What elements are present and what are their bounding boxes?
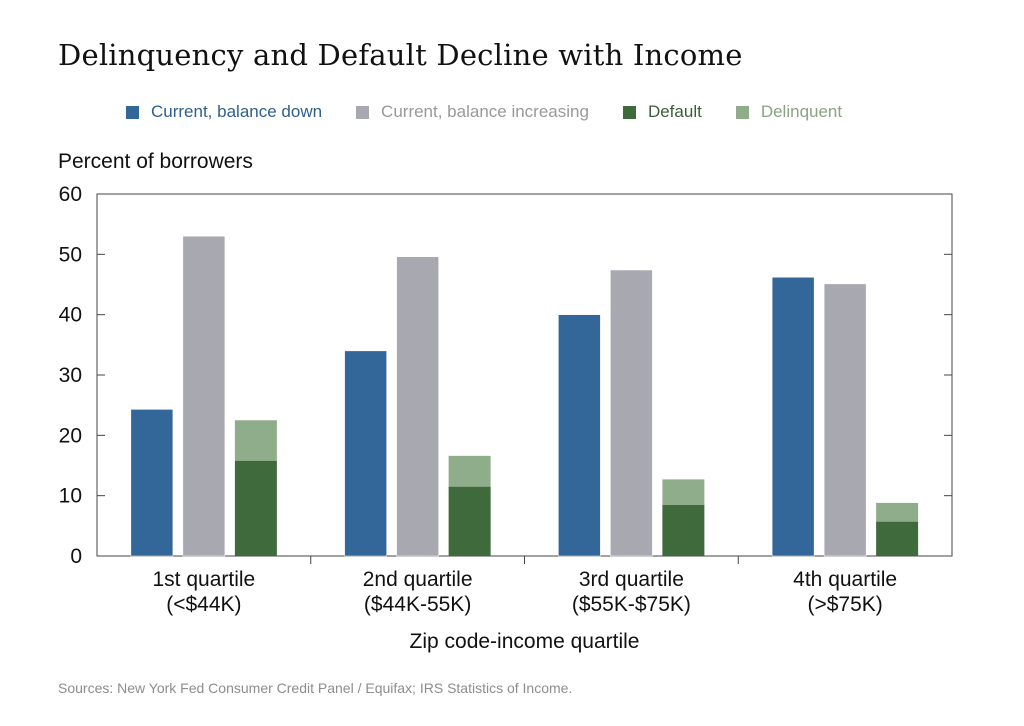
legend-label-default: Default: [647, 102, 702, 121]
bar-delinquent: [448, 455, 491, 487]
bar-balance-down: [130, 409, 174, 557]
legend-label-balance-down: Current, balance down: [151, 102, 323, 121]
legend-item-delinquent: Delinquent: [735, 102, 843, 122]
x-category-sublabel: (>$75K): [807, 593, 882, 616]
chart-legend: Current, balance down Current, balance i…: [126, 102, 842, 122]
bar-default: [662, 504, 705, 556]
bar-balance-increasing: [396, 256, 439, 557]
y-tick-label: 30: [59, 364, 82, 387]
y-tick-label: 60: [59, 183, 82, 206]
legend-label-delinquent: Delinquent: [760, 102, 843, 121]
bar-balance-increasing: [182, 235, 226, 557]
legend-item-default: Default: [622, 102, 702, 122]
legend-label-balance-increasing: Current, balance increasing: [381, 102, 589, 121]
y-tick-label: 50: [59, 243, 82, 266]
y-tick-label: 20: [59, 424, 82, 447]
y-tick-label: 40: [59, 304, 82, 327]
legend-item-balance-down: Current, balance down: [126, 102, 322, 122]
bar-balance-down: [558, 314, 601, 557]
bar-default: [234, 460, 277, 556]
plot-frame: [96, 193, 953, 557]
chart-title: Delinquency and Default Decline with Inc…: [58, 38, 743, 72]
bar-default: [876, 521, 919, 556]
x-category-sublabel: ($44K-55K): [364, 593, 471, 616]
bar-default: [448, 486, 491, 556]
bar-balance-increasing: [610, 269, 653, 557]
x-category-label: 2nd quartile: [363, 568, 473, 591]
bar-balance-increasing: [823, 283, 867, 557]
bar-delinquent: [662, 479, 705, 505]
legend-swatch-balance-down: [126, 105, 139, 119]
y-axis-label: Percent of borrowers: [58, 150, 253, 173]
x-category-sublabel: ($55K-$75K): [572, 593, 691, 616]
x-category-label: 4th quartile: [793, 568, 897, 591]
x-axis-label: Zip code-income quartile: [410, 630, 640, 653]
x-category-label: 3rd quartile: [579, 568, 684, 591]
bar-balance-down: [344, 350, 387, 557]
x-category-label: 1st quartile: [153, 568, 256, 591]
x-category-sublabel: (<$44K): [166, 593, 241, 616]
legend-swatch-default: [622, 105, 636, 119]
y-tick-label: 0: [70, 545, 82, 568]
legend-item-balance-increasing: Current, balance increasing: [356, 102, 589, 122]
bar-delinquent: [876, 502, 919, 522]
bar-balance-down: [771, 277, 815, 557]
source-note: Sources: New York Fed Consumer Credit Pa…: [58, 680, 573, 696]
bar-delinquent: [234, 420, 277, 461]
legend-swatch-delinquent: [735, 105, 749, 119]
legend-swatch-balance-increasing: [356, 105, 370, 119]
y-tick-label: 10: [59, 485, 82, 508]
